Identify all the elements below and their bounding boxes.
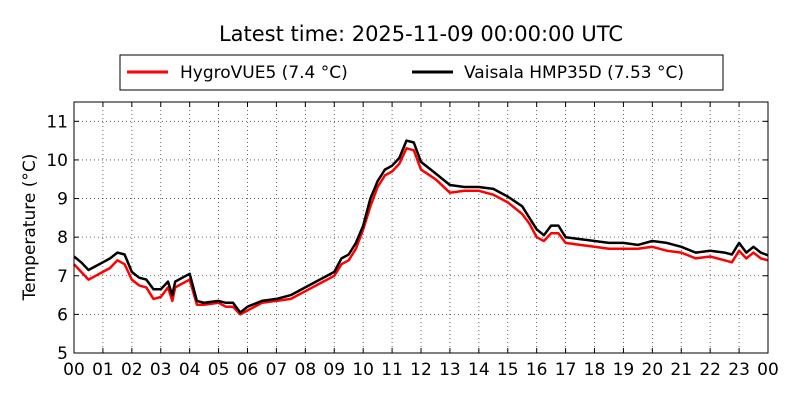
x-tick-label: 05 xyxy=(208,360,230,380)
x-tick-label: 09 xyxy=(323,360,345,380)
x-tick-label: 22 xyxy=(699,360,721,380)
grid xyxy=(73,102,769,354)
legend-label-vaisala: Vaisala HMP35D (7.53 °C) xyxy=(464,63,684,83)
x-tick-label: 13 xyxy=(439,360,461,380)
x-tick-label: 18 xyxy=(584,360,606,380)
chart-title: Latest time: 2025-11-09 00:00:00 UTC xyxy=(219,22,623,46)
x-tick-label: 10 xyxy=(352,360,374,380)
x-tick-label: 15 xyxy=(497,360,519,380)
x-tick-label: 08 xyxy=(295,360,317,380)
x-tick-label: 02 xyxy=(121,360,143,380)
y-tick-label: 9 xyxy=(57,190,68,210)
x-tick-label: 14 xyxy=(468,360,490,380)
x-tick-label: 07 xyxy=(266,360,288,380)
y-axis-label: Temperature (°C) xyxy=(20,154,40,302)
y-tick-label: 10 xyxy=(46,151,68,171)
x-tick-label: 00 xyxy=(63,360,85,380)
plot-frame xyxy=(73,101,769,354)
legend: HygroVUE5 (7.4 °C) Vaisala HMP35D (7.53 … xyxy=(119,54,724,91)
y-tick-label: 5 xyxy=(57,344,68,364)
hygrovue5-line xyxy=(73,147,769,316)
x-tick-label: 03 xyxy=(150,360,172,380)
y-tick-label: 6 xyxy=(57,305,68,325)
vaisala-line xyxy=(73,139,769,314)
y-tick-label: 8 xyxy=(57,228,68,248)
x-tick-label: 06 xyxy=(237,360,259,380)
x-tick-label: 12 xyxy=(410,360,432,380)
y-tick-label: 7 xyxy=(57,267,68,287)
y-tick-label: 11 xyxy=(46,112,68,132)
x-tick-label: 23 xyxy=(728,360,750,380)
x-tick-label: 11 xyxy=(381,360,403,380)
x-tick-label: 17 xyxy=(555,360,577,380)
x-tick-label: 19 xyxy=(613,360,635,380)
x-tick-label: 16 xyxy=(526,360,548,380)
x-tick-label: 00 xyxy=(757,360,779,380)
x-tick-label: 21 xyxy=(670,360,692,380)
x-tick-label: 04 xyxy=(179,360,201,380)
legend-label-hygrovue5: HygroVUE5 (7.4 °C) xyxy=(180,63,348,83)
series-group xyxy=(73,139,769,316)
x-tick-label: 20 xyxy=(642,360,664,380)
ticks: 00 01 02 03 04 05 06 07 08 09 10 11 12 13 14 15 16 17 18 19… xyxy=(46,102,779,380)
x-tick-label: 01 xyxy=(92,360,114,380)
